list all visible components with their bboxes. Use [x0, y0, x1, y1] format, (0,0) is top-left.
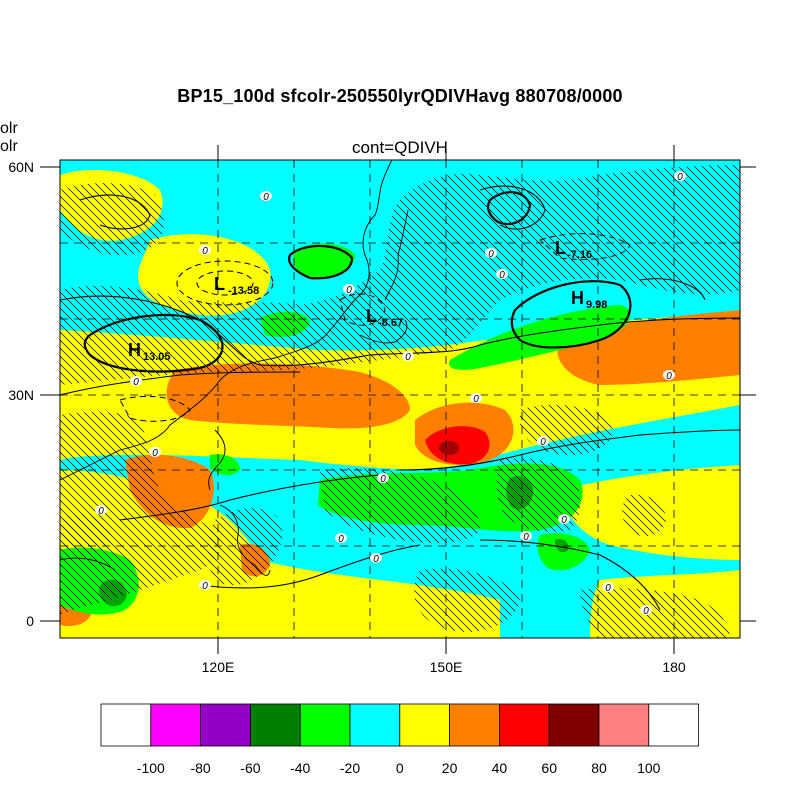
pressure-centers: L -13.58 L -8.67 L -7.16 H 13.05 H 9.98: [128, 238, 607, 363]
contour-label-zero: 0: [561, 515, 567, 526]
svg-text:13.05: 13.05: [143, 351, 171, 363]
contour-label-zero: 0: [202, 246, 208, 257]
low-center-3: L -7.16: [555, 238, 592, 261]
tick-marks: [40, 145, 756, 654]
contour-label-zero: 0: [263, 192, 269, 203]
map-frame: [59, 159, 741, 639]
contour-label-zero: 0: [380, 474, 386, 485]
svg-text:-13.58: -13.58: [228, 285, 259, 297]
colorbar-swatch: [498, 703, 550, 747]
plot-title: BP15_100d sfcolr-250550lyrQDIVHavg 88070…: [177, 86, 623, 106]
left-label-2: olr: [0, 138, 18, 155]
colorbar-tick-label: 60: [541, 760, 557, 776]
map-field: [60, 160, 740, 638]
contour-label-zero: 0: [643, 606, 649, 617]
high-center-2: H 9.98: [571, 288, 607, 311]
colorbar-swatch: [648, 703, 699, 747]
svg-text:L: L: [214, 274, 225, 294]
lat-label-60n: 60N: [8, 159, 34, 175]
svg-text:L: L: [555, 238, 566, 258]
colorbar-swatch: [399, 703, 450, 747]
svg-text:9.98: 9.98: [586, 299, 607, 311]
svg-text:H: H: [571, 288, 584, 308]
colorbar-tick-label: 0: [396, 760, 404, 776]
contour-subtitle: cont=QDIVH: [352, 138, 448, 157]
contour-label-zero: 0: [677, 172, 683, 183]
lon-label-180: 180: [662, 659, 686, 675]
colorbar-swatch: [299, 703, 351, 747]
low-center-2: L -8.67: [366, 306, 403, 329]
colorbar-swatch: [548, 703, 600, 747]
contour-label-zero: 0: [488, 249, 494, 260]
zero-contour-labels: 0 0 0 0 0 0 0 0 0 0 0 0 0 0 0 0 0 0 0 0 …: [95, 171, 686, 617]
colorbar-tick-label: 40: [492, 760, 508, 776]
field-hatching: [60, 165, 740, 638]
colorbar-tick-label: -80: [190, 760, 210, 776]
svg-text:H: H: [128, 340, 141, 360]
contour-label-zero: 0: [473, 394, 479, 405]
contour-label-zero: 0: [202, 581, 208, 592]
colorbar: [100, 703, 699, 747]
colorbar-swatch: [200, 703, 251, 747]
low-center-1: L -13.58: [214, 274, 259, 297]
colorbar-tick-label: -40: [290, 760, 310, 776]
high-center-1: H 13.05: [128, 340, 171, 363]
svg-text:-8.67: -8.67: [378, 317, 403, 329]
contour-label-zero: 0: [133, 377, 139, 388]
lon-label-150e: 150E: [430, 659, 463, 675]
colorbar-tick-label: -60: [240, 760, 260, 776]
colorbar-swatch: [349, 703, 401, 747]
colorbar-tick-label: 100: [637, 760, 661, 776]
lon-label-120e: 120E: [202, 659, 235, 675]
contour-label-zero: 0: [338, 534, 344, 545]
contour-label-zero: 0: [405, 352, 411, 363]
lat-label-eq: 0: [26, 613, 34, 629]
lat-label-30n: 30N: [8, 387, 34, 403]
colorbar-swatch: [249, 703, 301, 747]
contour-label-zero: 0: [346, 285, 352, 296]
contour-lines-bold: [83, 191, 632, 373]
colorbar-swatch: [449, 703, 500, 747]
contour-label-zero: 0: [523, 532, 529, 543]
colorbar-labels: -100 -80 -60 -40 -20 0 20 40 60 80 100: [137, 760, 661, 776]
contour-lines: [60, 185, 740, 611]
colorbar-swatch: [598, 703, 650, 747]
contour-label-zero: 0: [540, 437, 546, 448]
left-label-1: olr: [0, 120, 18, 137]
colorbar-tick-label: 20: [442, 760, 458, 776]
gridlines: [60, 160, 740, 638]
contour-label-zero: 0: [98, 506, 104, 517]
contour-label-zero: 0: [373, 554, 379, 565]
contour-label-zero: 0: [666, 371, 672, 382]
svg-text:-7.16: -7.16: [567, 249, 592, 261]
colorbar-tick-label: -100: [137, 760, 165, 776]
coastlines: [60, 160, 409, 576]
colorbar-tick-label: 80: [591, 760, 607, 776]
colorbar-swatch: [150, 703, 202, 747]
colorbar-tick-label: -20: [340, 760, 360, 776]
svg-text:L: L: [366, 306, 377, 326]
field-darkred: [439, 441, 459, 455]
contour-label-zero: 0: [499, 270, 505, 281]
colorbar-swatch: [100, 703, 152, 747]
contour-label-zero: 0: [605, 583, 611, 594]
contour-label-zero: 0: [152, 448, 158, 459]
